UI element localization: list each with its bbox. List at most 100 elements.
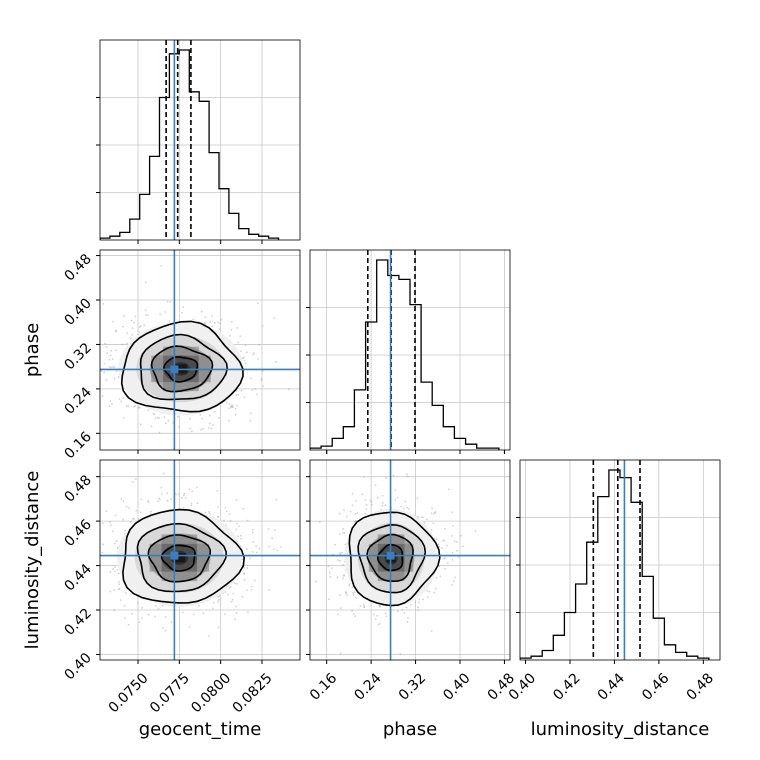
sample-point (150, 510, 152, 513)
sample-point (95, 606, 97, 608)
sample-point (318, 521, 321, 523)
sample-point (114, 330, 117, 333)
density-cell (395, 553, 405, 563)
sample-point (128, 507, 131, 509)
sample-point (132, 518, 135, 520)
density-cell (368, 543, 378, 554)
sample-point (232, 592, 235, 595)
sample-point (108, 366, 110, 368)
sample-point (275, 360, 277, 363)
sample-point (243, 572, 246, 575)
sample-point (88, 541, 90, 543)
sample-point (122, 518, 125, 521)
sample-point (217, 626, 220, 629)
sample-point (198, 604, 200, 607)
sample-point (115, 349, 118, 352)
sample-point (245, 548, 248, 551)
sample-point (339, 559, 341, 562)
sample-point (231, 406, 234, 409)
sample-point (246, 589, 248, 592)
sample-point (272, 548, 275, 551)
sample-point (354, 519, 357, 522)
sample-point (117, 588, 120, 591)
density-cell (161, 543, 174, 554)
sample-point (233, 582, 236, 585)
sample-point (97, 550, 99, 552)
sample-point (261, 325, 264, 327)
sample-point (400, 505, 403, 508)
sample-point (108, 358, 111, 361)
density-cell (185, 553, 198, 563)
sample-point (170, 498, 173, 500)
sample-point (127, 405, 130, 408)
sample-point (147, 409, 150, 412)
sample-point (237, 341, 240, 344)
sample-point (394, 489, 397, 491)
sample-point (137, 518, 140, 521)
sample-point (131, 334, 134, 336)
sample-point (157, 607, 160, 610)
sample-point (352, 592, 355, 594)
sample-point (218, 328, 221, 331)
truth-and-quantile-layer (100, 40, 641, 660)
sample-point (163, 416, 166, 419)
sample-point (211, 315, 213, 317)
contour-2 (366, 533, 414, 582)
sample-point (344, 592, 347, 595)
sample-point (159, 313, 162, 316)
ylabel-luminosity-distance: luminosity_distance (22, 471, 43, 650)
sample-point (209, 512, 211, 515)
sample-point (249, 419, 252, 422)
sample-point (381, 494, 384, 497)
sample-point (183, 492, 186, 495)
sample-point (406, 475, 409, 478)
sample-point (345, 515, 348, 518)
panel-frame-1-1 (309, 249, 511, 451)
density-cell (175, 346, 187, 356)
sample-point (240, 389, 243, 392)
ytick-label-phase-4: 0.48 (61, 251, 94, 284)
panel-frame-2-1 (309, 459, 511, 661)
density-cell (175, 382, 187, 392)
sample-point (61, 398, 63, 400)
sample-point (176, 415, 179, 418)
sample-point (145, 314, 147, 316)
sample-point (228, 403, 231, 406)
sample-point (118, 588, 121, 590)
sample-point (127, 623, 130, 626)
sample-point (374, 618, 377, 621)
sample-point (231, 404, 234, 406)
sample-point (180, 496, 183, 499)
sample-point (228, 419, 230, 422)
sample-point (422, 516, 424, 519)
sample-point (362, 604, 365, 606)
density-cell (377, 534, 387, 544)
sample-point (363, 606, 366, 609)
sample-point (338, 512, 341, 515)
sample-point (166, 499, 169, 502)
sample-point (351, 586, 354, 589)
ytick-label-luminosity_distance-4: 0.48 (61, 472, 94, 505)
sample-point (451, 559, 454, 561)
density-cell (163, 373, 175, 383)
sample-point (243, 572, 246, 575)
sample-point (342, 527, 344, 530)
xtick-label-luminosity_distance-3: 0.46 (639, 670, 672, 703)
sample-point (193, 613, 195, 616)
sample-point (118, 583, 121, 586)
sample-point (401, 608, 404, 611)
sample-point (209, 321, 212, 324)
sample-point (448, 488, 450, 491)
sample-point (131, 481, 134, 483)
sample-point (244, 362, 247, 364)
sample-point (242, 507, 245, 510)
sample-point (444, 557, 446, 560)
sample-point (202, 427, 204, 430)
sample-point (212, 601, 215, 604)
histogram-geocent_time (100, 49, 280, 240)
sample-point (351, 492, 354, 495)
sample-point (113, 377, 116, 380)
sample-point (141, 607, 144, 609)
sample-point (235, 394, 238, 397)
sample-point (122, 500, 125, 503)
